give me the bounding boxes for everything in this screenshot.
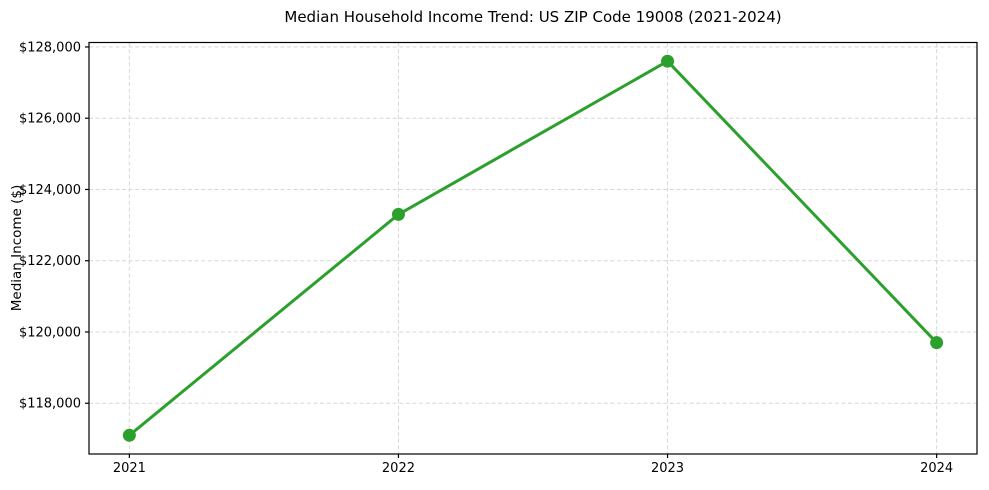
- data-point-2024: [930, 336, 944, 350]
- y-tick-label: $118,000: [19, 397, 81, 412]
- x-tick-label: 2024: [920, 461, 953, 476]
- y-tick-label: $120,000: [19, 325, 81, 340]
- x-tick-label: 2022: [382, 461, 415, 476]
- y-tick-label: $126,000: [19, 112, 81, 127]
- data-point-2023: [661, 54, 675, 68]
- data-point-2021: [122, 428, 136, 442]
- y-tick-label: $122,000: [19, 254, 81, 269]
- trend-line: [127, 59, 939, 437]
- x-tick-label: 2023: [651, 461, 684, 476]
- data-point-2022: [391, 207, 405, 221]
- y-tick-label: $128,000: [19, 40, 81, 55]
- chart-title: Median Household Income Trend: US ZIP Co…: [284, 8, 782, 26]
- plot-border: [88, 41, 978, 455]
- y-tick-label: $124,000: [19, 183, 81, 198]
- x-tick-label: 2021: [113, 461, 146, 476]
